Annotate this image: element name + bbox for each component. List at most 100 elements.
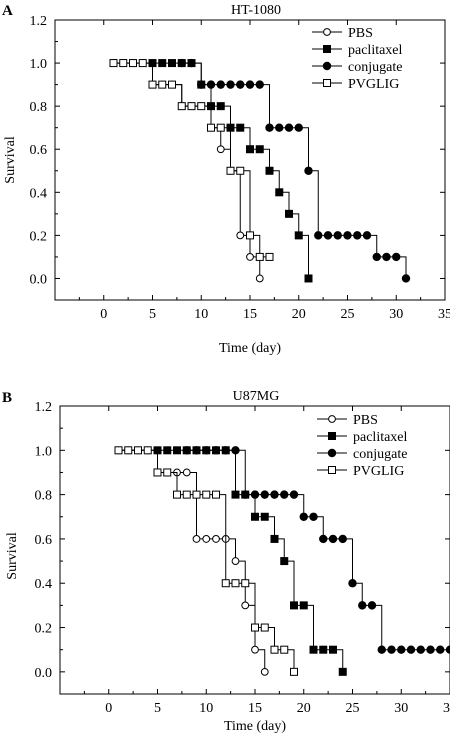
data-point-paclitaxel — [338, 667, 347, 676]
data-point-conjugate — [445, 645, 450, 654]
data-point-pbs — [212, 535, 220, 543]
data-point-conjugate — [182, 446, 191, 455]
data-point-pvglig — [182, 490, 191, 499]
legend-marker-paclitaxel — [323, 45, 331, 53]
series-line-pvglig — [118, 449, 295, 672]
x-tick-label: 30 — [389, 307, 403, 322]
data-point-paclitaxel — [319, 645, 328, 654]
data-point-pbs — [246, 253, 254, 261]
y-tick-label: 1.2 — [30, 14, 48, 29]
y-axis-b: 0.0 0.2 0.4 0.6 0.8 1.0 1.2 — [35, 400, 450, 681]
x-axis-b: 0 5 10 15 20 25 30 35 — [83, 406, 450, 716]
data-point-pvglig — [207, 123, 215, 132]
data-point-paclitaxel — [265, 166, 274, 175]
data-point-pvglig — [143, 446, 152, 455]
data-point-pvglig — [231, 579, 240, 588]
data-point-conjugate — [382, 252, 391, 262]
legend-marker-pvglig — [323, 79, 331, 87]
data-point-pvglig — [192, 490, 201, 499]
data-point-conjugate — [367, 601, 377, 610]
chart-title-b: U87MG — [233, 389, 280, 404]
data-point-conjugate — [392, 252, 401, 262]
data-point-conjugate — [206, 80, 216, 89]
x-tick-label: 35 — [438, 307, 450, 322]
y-tick-label: 0.8 — [30, 100, 48, 115]
data-point-pbs — [231, 557, 240, 565]
data-point-conjugate — [426, 645, 435, 654]
data-point-pbs — [192, 535, 201, 543]
data-point-conjugate — [323, 231, 333, 240]
data-point-pvglig — [265, 252, 274, 261]
data-point-pvglig — [148, 80, 157, 89]
x-tick-label: 20 — [292, 307, 306, 322]
y-tick-label: 0.4 — [30, 186, 48, 201]
data-point-conjugate — [406, 645, 416, 654]
data-point-conjugate — [250, 490, 260, 499]
data-point-conjugate — [270, 490, 279, 499]
y-axis-a: 0.0 0.2 0.4 0.6 0.8 1.0 1.2 — [30, 14, 445, 287]
legend-label-conjugate: conjugate — [348, 60, 402, 75]
x-tick-label: 0 — [105, 701, 112, 716]
x-tick-label: 35 — [443, 701, 450, 716]
data-point-pbs — [260, 667, 269, 676]
data-point-pvglig — [255, 252, 264, 261]
legend-label-conjugate: conjugate — [353, 447, 407, 462]
data-point-paclitaxel — [329, 645, 337, 654]
data-point-conjugate — [294, 123, 303, 132]
series-line-pbs — [118, 449, 266, 672]
y-tick-label: 0.0 — [35, 666, 53, 681]
series-line-conjugate — [186, 449, 450, 651]
x-tick-label: 25 — [346, 701, 360, 716]
series-layer-b — [114, 446, 450, 676]
data-point-conjugate — [397, 645, 406, 654]
data-point-paclitaxel — [304, 274, 313, 283]
data-point-pvglig — [197, 102, 206, 111]
data-point-pvglig — [134, 446, 142, 455]
data-point-pbs — [255, 274, 264, 283]
data-point-conjugate — [280, 490, 289, 499]
y-tick-label: 0.0 — [30, 272, 48, 287]
y-axis-label-a: Survival — [3, 136, 18, 184]
data-point-pvglig — [251, 623, 259, 632]
data-point-conjugate — [299, 512, 308, 521]
data-point-conjugate — [338, 534, 347, 544]
data-point-paclitaxel — [246, 145, 254, 154]
data-point-pvglig — [202, 490, 211, 499]
x-tick-label: 20 — [297, 701, 311, 716]
chart-title-a: HT-1080 — [231, 3, 281, 18]
data-point-pbs — [182, 468, 191, 477]
data-point-conjugate — [358, 601, 367, 610]
data-point-pvglig — [221, 579, 230, 588]
data-point-conjugate — [436, 645, 445, 654]
data-point-pvglig — [114, 446, 123, 455]
data-point-paclitaxel — [216, 102, 225, 111]
x-tick-label: 10 — [199, 701, 213, 716]
data-point-pvglig — [173, 490, 181, 499]
data-point-pvglig — [177, 102, 186, 111]
data-point-conjugate — [284, 123, 294, 132]
y-tick-label: 0.2 — [30, 229, 48, 244]
data-point-pvglig — [280, 645, 289, 654]
data-point-paclitaxel — [251, 512, 259, 521]
series-layer-a — [109, 58, 411, 283]
x-tick-label: 5 — [149, 307, 156, 322]
data-point-pvglig — [109, 59, 118, 68]
x-tick-label: 30 — [394, 701, 408, 716]
data-point-pvglig — [124, 446, 133, 455]
data-point-conjugate — [231, 446, 240, 455]
data-point-conjugate — [187, 58, 196, 68]
data-point-paclitaxel — [294, 231, 303, 240]
x-axis-label-b: Time (day) — [224, 719, 286, 734]
data-point-paclitaxel — [236, 123, 245, 132]
data-point-pbs — [236, 231, 245, 240]
y-tick-label: 0.6 — [35, 533, 53, 548]
data-point-conjugate — [348, 579, 357, 588]
data-point-paclitaxel — [173, 446, 181, 455]
data-point-paclitaxel — [280, 557, 289, 566]
data-point-pbs — [251, 645, 259, 654]
panel-label-a: A — [2, 3, 13, 19]
data-point-conjugate — [245, 80, 255, 89]
legend-b: PBS paclitaxel conjugate PVGLIG — [317, 413, 408, 479]
data-point-paclitaxel — [255, 145, 264, 154]
data-point-pvglig — [226, 166, 235, 175]
